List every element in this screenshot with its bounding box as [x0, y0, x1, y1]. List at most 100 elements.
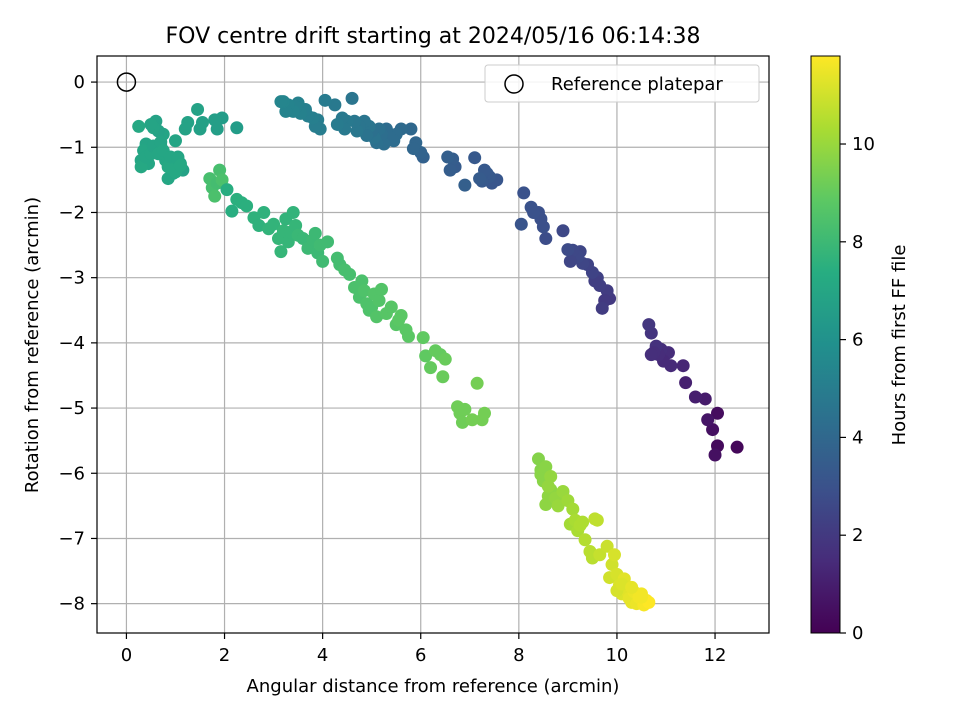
x-tick-label: 10	[605, 645, 628, 666]
data-point	[539, 232, 553, 246]
data-point	[578, 533, 592, 547]
data-point	[416, 331, 430, 345]
data-point	[625, 580, 639, 594]
chart-title: FOV centre drift starting at 2024/05/16 …	[166, 24, 701, 49]
data-point	[443, 163, 457, 177]
data-point	[318, 93, 332, 107]
data-point	[370, 310, 384, 324]
data-point	[355, 274, 369, 288]
data-point	[144, 117, 158, 131]
data-point	[541, 479, 555, 493]
data-point	[514, 217, 528, 231]
data-point	[220, 183, 234, 197]
data-point	[394, 308, 408, 322]
legend: Reference platepar	[484, 64, 760, 103]
legend-marker-icon	[504, 74, 524, 94]
data-point	[465, 413, 479, 427]
data-point	[215, 173, 229, 187]
data-point	[679, 376, 693, 390]
x-tick-label: 8	[513, 645, 524, 666]
data-points	[132, 91, 744, 612]
y-tick-label: −3	[58, 268, 85, 289]
data-point	[132, 119, 146, 133]
y-axis-ticks: 0 −1 −2 −3 −4 −5 −6 −7 −8	[58, 72, 97, 615]
colorbar-tick-label: 6	[852, 330, 863, 351]
colorbar: 0 2 4 6 8 10 Hours from first FF file	[810, 55, 910, 644]
data-point	[688, 390, 702, 404]
data-point	[168, 134, 182, 148]
data-point	[455, 415, 469, 429]
data-point	[419, 349, 433, 363]
data-point	[406, 142, 420, 156]
plot-frame	[96, 55, 770, 634]
data-point	[441, 150, 455, 164]
x-tick-label: 12	[704, 645, 727, 666]
data-point	[458, 178, 472, 192]
data-point	[458, 402, 472, 416]
colorbar-tick-label: 10	[852, 134, 875, 155]
data-point	[730, 440, 744, 454]
data-point	[191, 102, 205, 116]
legend-label: Reference platepar	[551, 74, 723, 95]
y-tick-label: −7	[58, 528, 85, 549]
data-point	[286, 205, 300, 219]
data-point	[316, 254, 330, 268]
data-point	[470, 376, 484, 390]
data-point	[539, 460, 553, 474]
data-point	[173, 159, 187, 173]
x-axis-ticks: 0 2 4 6 8 10 12	[121, 633, 727, 666]
data-point	[274, 245, 288, 259]
data-point	[274, 95, 288, 109]
data-point	[676, 359, 690, 373]
data-point	[644, 348, 658, 362]
data-point	[544, 470, 558, 484]
data-point	[576, 515, 590, 529]
data-point	[178, 122, 192, 136]
y-axis-label: Rotation from reference (arcmin)	[22, 197, 43, 493]
data-point	[404, 122, 418, 136]
data-point	[595, 301, 609, 315]
data-point	[345, 91, 359, 105]
data-point	[593, 548, 607, 562]
data-point	[600, 539, 614, 553]
x-tick-label: 4	[317, 645, 328, 666]
data-point	[357, 284, 371, 298]
data-point	[468, 151, 482, 165]
data-point	[279, 104, 293, 118]
data-point	[208, 113, 222, 127]
data-point	[710, 406, 724, 420]
data-point	[706, 423, 720, 437]
colorbar-tick-label: 2	[852, 525, 863, 546]
data-point	[296, 232, 310, 246]
data-point	[267, 217, 281, 231]
data-point	[473, 172, 487, 186]
y-tick-label: −5	[58, 398, 85, 419]
data-point	[289, 219, 303, 233]
data-point	[230, 121, 244, 135]
x-tick-label: 6	[415, 645, 426, 666]
data-point	[343, 267, 357, 281]
data-point	[551, 499, 565, 513]
y-tick-label: −8	[58, 594, 85, 615]
y-tick-label: 0	[74, 72, 85, 93]
data-point	[561, 243, 575, 257]
data-point	[208, 189, 222, 203]
data-point	[708, 448, 722, 462]
data-point	[566, 502, 580, 516]
data-point	[372, 293, 386, 307]
data-point	[605, 558, 619, 572]
data-point	[698, 392, 712, 406]
data-point	[438, 352, 452, 366]
legend-box	[484, 64, 760, 103]
data-point	[563, 254, 577, 268]
data-point	[193, 122, 207, 136]
data-point	[240, 199, 254, 213]
data-point	[517, 186, 531, 200]
data-point	[401, 329, 415, 343]
data-point	[642, 318, 656, 332]
x-axis-label: Angular distance from reference (arcmin)	[247, 676, 620, 697]
data-point	[556, 224, 570, 238]
x-tick-label: 2	[219, 645, 230, 666]
data-point	[330, 117, 344, 131]
